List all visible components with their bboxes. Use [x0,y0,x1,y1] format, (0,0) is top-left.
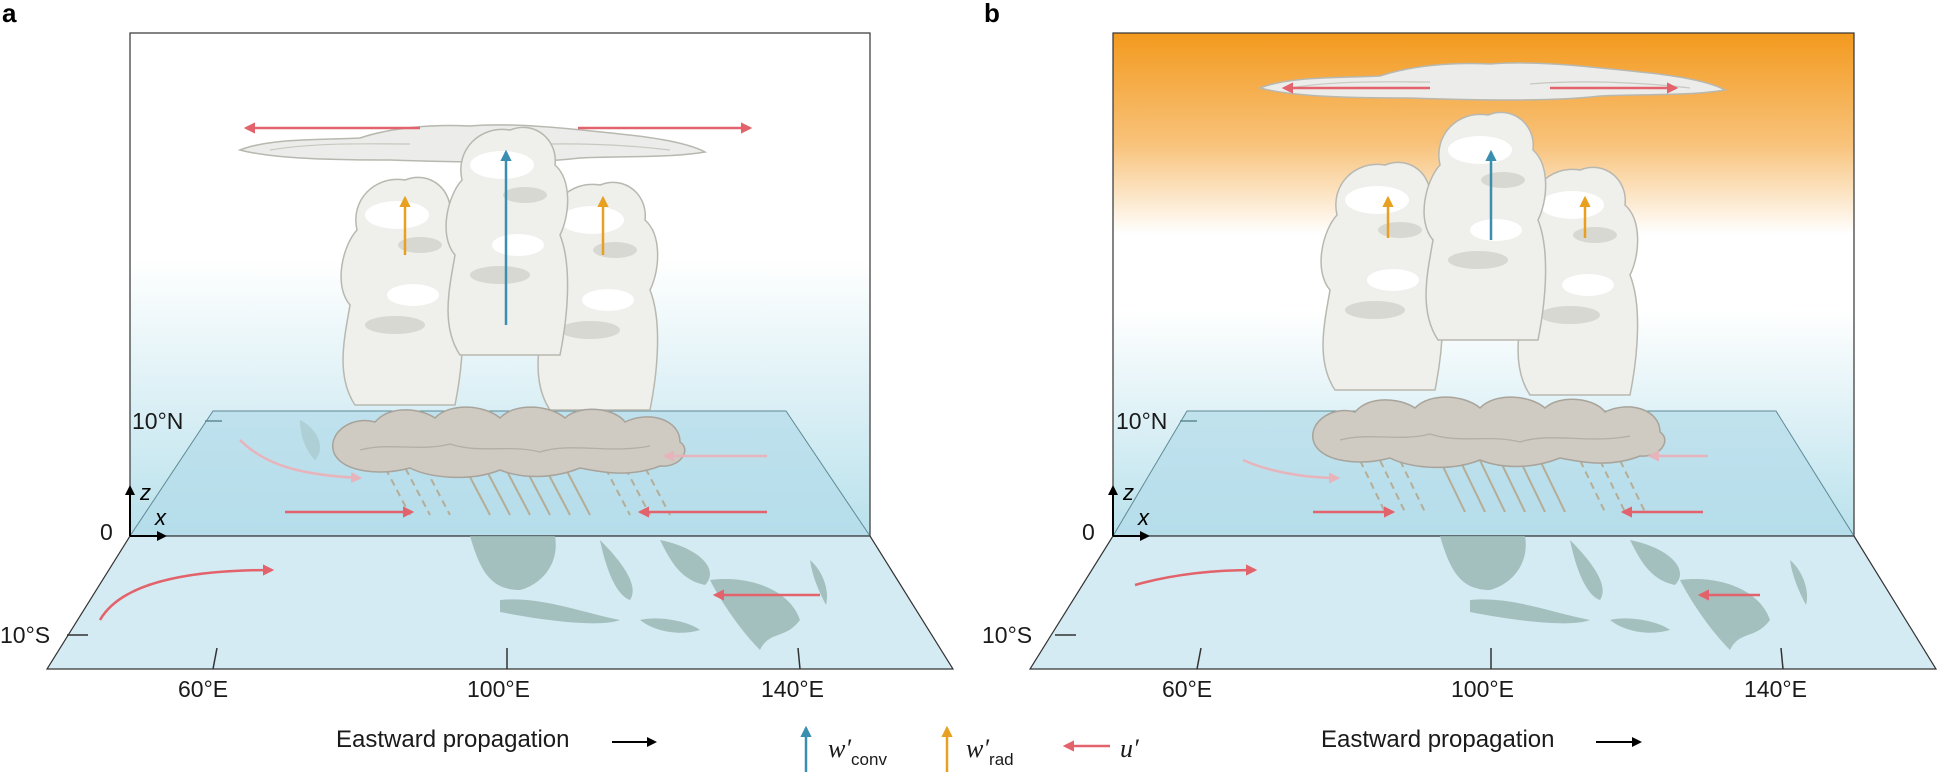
lat-south-label: 10°S [982,622,1032,648]
panel-letter: b [984,0,1000,28]
surface-curved-arrow [1134,564,1258,587]
z-axis-label: z [1122,480,1134,505]
lat-north-label: 10°N [132,408,183,434]
lon-label-140e: 140°E [761,676,824,702]
lon-label-100e: 100°E [1451,676,1514,702]
lat-north-label: 10°N [1116,408,1167,434]
lon-label-60e: 60°E [178,676,228,702]
maritime-continent-land [300,420,828,650]
lon-tick [1196,647,1202,670]
x-axis-label: x [1137,505,1150,530]
lon-tick [212,647,218,670]
lat-south-label: 10°S [0,622,50,648]
lon-label-140e: 140°E [1744,676,1807,702]
panel-a: a [0,0,955,753]
legend-conv-label: w′conv [828,734,887,769]
lon-tick [1780,647,1784,670]
zero-label: 0 [100,519,113,545]
lon-label-100e: 100°E [467,676,530,702]
panel-b: b [982,0,1937,753]
faint-curved-arrow [239,439,363,484]
panel-letter: a [2,0,17,28]
z-axis-label: z [139,480,151,505]
lon-tick [797,647,801,670]
lon-label-60e: 60°E [1162,676,1212,702]
zero-label: 0 [1082,519,1095,545]
faint-curved-arrow [1242,458,1341,484]
legend-rad-label: w′rad [966,734,1014,769]
surface-curved-arrow [98,564,275,621]
eastward-propagation-caption: Eastward propagation [336,726,569,753]
legend: w′conv w′rad u′ [800,725,1139,772]
x-axis-label: x [154,505,167,530]
legend-wind-label: u′ [1120,734,1139,763]
eastward-propagation-caption: Eastward propagation [1321,726,1554,753]
